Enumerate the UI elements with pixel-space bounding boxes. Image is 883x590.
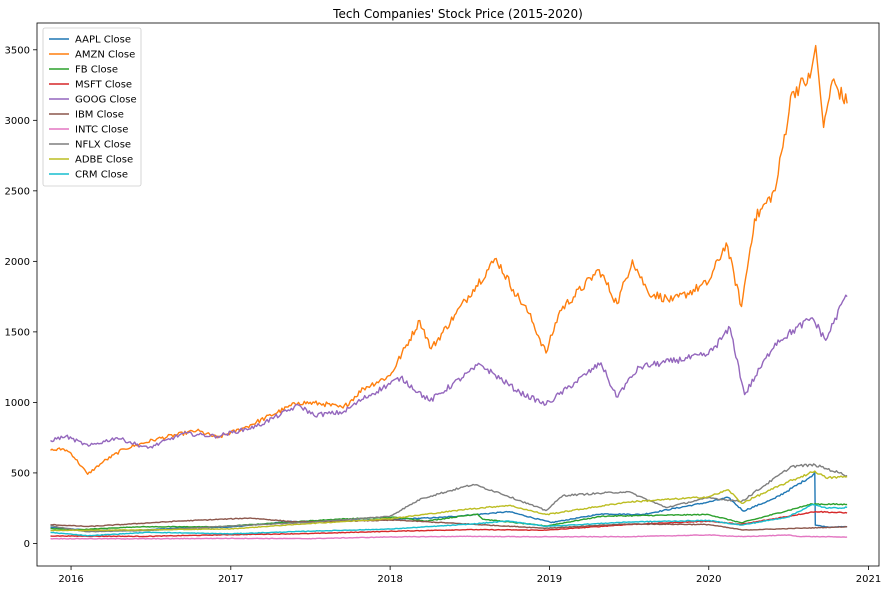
legend-label: FB Close <box>75 65 118 76</box>
plot-frame <box>36 22 880 567</box>
series-line-ibm-close <box>50 517 848 531</box>
series-line-goog-close <box>50 294 848 449</box>
y-tick-label-500: 500 <box>11 468 30 479</box>
series-line-intc-close <box>50 534 848 540</box>
x-tick-label-2019: 2019 <box>537 574 562 585</box>
legend-label: AMZN Close <box>75 50 135 61</box>
x-tick-label-2016: 2016 <box>58 574 83 585</box>
legend-label: IBM Close <box>75 110 124 121</box>
series-line-crm-close <box>50 503 848 537</box>
legend-label: CRM Close <box>75 170 128 181</box>
x-tick-label-2020: 2020 <box>696 574 721 585</box>
y-tick-label-0: 0 <box>24 539 30 550</box>
legend-label: ADBE Close <box>75 155 133 166</box>
legend-label: GOOG Close <box>75 95 137 106</box>
x-tick-label-2017: 2017 <box>218 574 243 585</box>
y-tick-label-2000: 2000 <box>5 257 30 268</box>
series-line-msft-close <box>50 510 848 538</box>
y-tick-label-1500: 1500 <box>5 327 30 338</box>
series-line-fb-close <box>50 502 848 531</box>
series-line-adbe-close <box>50 470 848 532</box>
legend: AAPL Close AMZN Close FB Close MSFT Close GO… <box>42 27 142 187</box>
legend-label: MSFT Close <box>75 80 132 91</box>
y-tick-label-3000: 3000 <box>5 116 30 127</box>
legend-label: INTC Close <box>75 125 128 136</box>
chart-title: Tech Companies' Stock Price (2015-2020) <box>332 7 583 21</box>
y-tick-label-3500: 3500 <box>5 45 30 56</box>
x-axis: 2016 2017 2018 2019 2020 2021 <box>58 566 881 585</box>
x-tick-label-2021: 2021 <box>856 574 881 585</box>
series-line-amzn-close <box>50 44 848 475</box>
y-axis: 0 500 1000 1500 2000 2500 3000 3500 <box>5 45 37 550</box>
legend-label: AAPL Close <box>75 35 131 46</box>
legend-label: NFLX Close <box>75 140 131 151</box>
series-layer <box>50 44 848 540</box>
y-tick-label-2500: 2500 <box>5 186 30 197</box>
x-tick-label-2018: 2018 <box>377 574 402 585</box>
series-line-nflx-close <box>50 463 848 533</box>
y-tick-label-1000: 1000 <box>5 398 30 409</box>
legend-box <box>42 27 142 187</box>
